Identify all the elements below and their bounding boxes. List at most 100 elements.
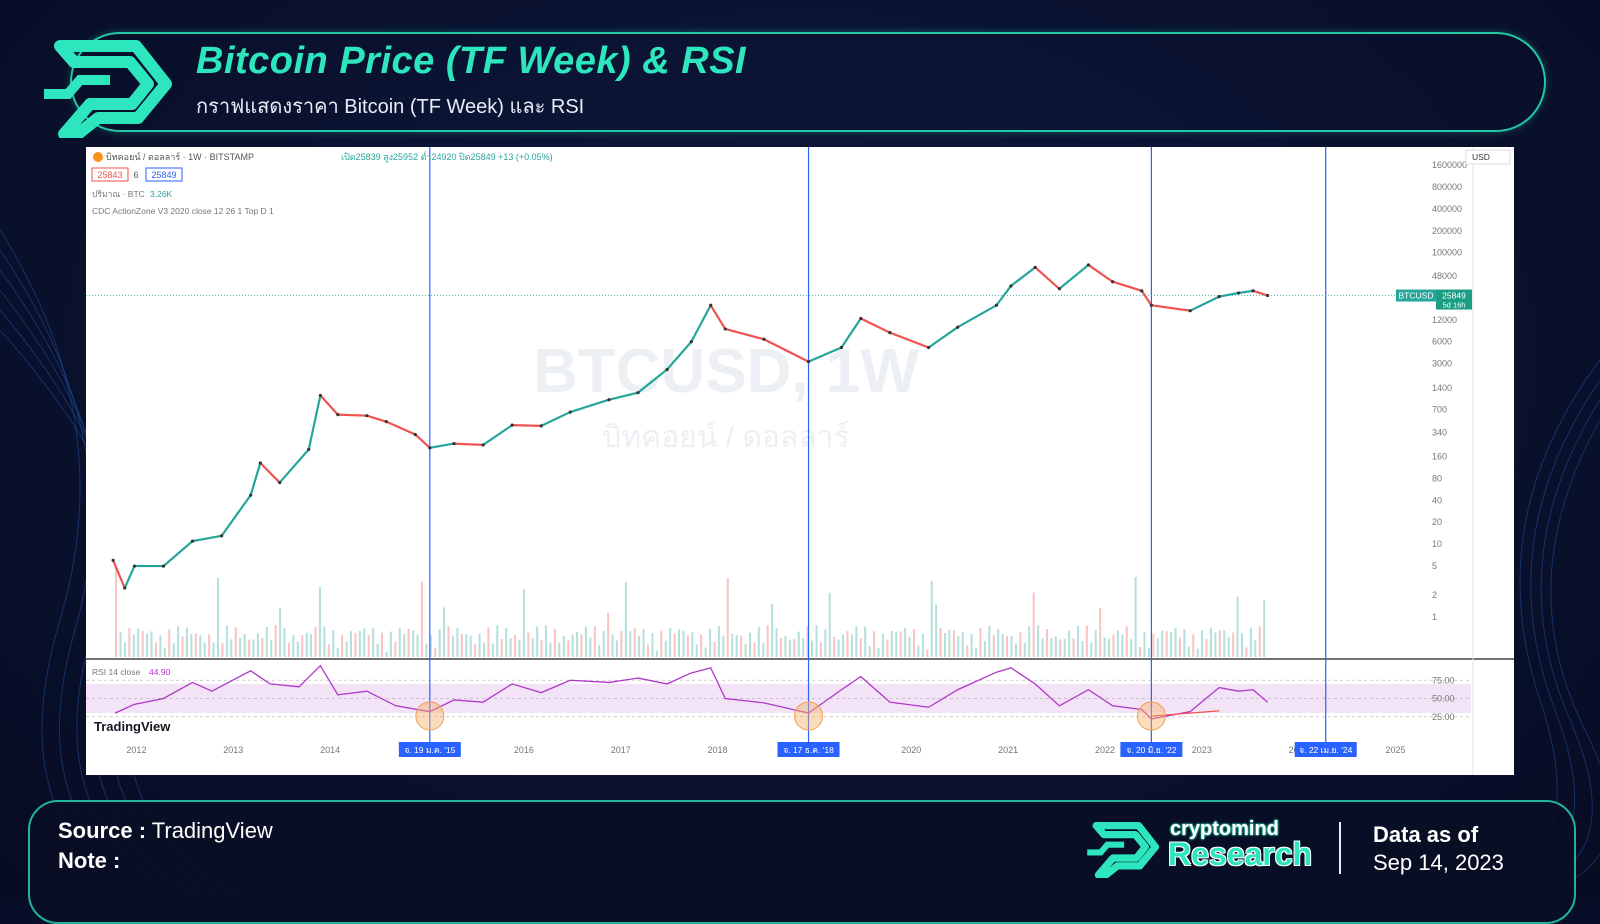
last-value-label: 25849	[1442, 291, 1466, 301]
volume-bar	[1241, 633, 1244, 657]
volume-bar	[469, 635, 472, 657]
volume-bar	[451, 636, 454, 657]
volume-bar	[349, 631, 352, 657]
volume-bar	[584, 626, 587, 657]
volume-bar	[336, 647, 339, 657]
volume-bar	[332, 630, 335, 657]
price-point	[1236, 291, 1241, 295]
price-point	[723, 327, 727, 331]
y-tick-label: 80	[1432, 473, 1442, 483]
volume-bar	[456, 627, 459, 657]
price-point	[994, 303, 999, 307]
volume-bar	[1050, 638, 1053, 657]
volume-bar	[1019, 632, 1022, 657]
volume-bar	[123, 642, 126, 657]
volume-bar	[1174, 627, 1177, 657]
volume-bar	[318, 587, 321, 657]
volume-bar	[837, 639, 840, 657]
page-subtitle: กราฟแสดงราคา Bitcoin (TF Week) และ RSI	[196, 96, 585, 118]
price-point	[123, 586, 127, 590]
price-segment	[249, 461, 262, 497]
note-label: Note :	[58, 848, 121, 873]
volume-bar	[482, 642, 485, 657]
volume-bar	[283, 628, 286, 657]
volume-bar	[159, 635, 162, 657]
last-symbol-label: BTCUSD	[1399, 291, 1434, 301]
volume-bar	[407, 628, 410, 657]
volume-bar	[500, 638, 503, 657]
volume-bar	[447, 626, 450, 657]
volume-bar	[926, 649, 929, 657]
volume-bar	[394, 641, 397, 657]
x-tick-label: 2018	[708, 745, 728, 755]
volume-bar	[992, 635, 995, 657]
volume-bar	[1170, 631, 1173, 657]
volume-bar	[997, 628, 1000, 657]
volume-bar	[669, 628, 672, 657]
rsi-value: 44.90	[149, 667, 171, 677]
volume-bar	[434, 647, 437, 657]
spread-value: 6	[133, 170, 138, 180]
source-label: Source :	[58, 818, 147, 843]
volume-bar	[1094, 630, 1097, 657]
volume-bar	[607, 612, 610, 657]
volume-bar	[1245, 647, 1248, 657]
volume-bar	[438, 629, 441, 657]
volume-bar	[465, 634, 468, 657]
volume-bar	[363, 628, 366, 657]
volume-bar	[748, 632, 751, 657]
volume-bar	[221, 643, 224, 657]
volume-bar	[983, 640, 986, 657]
price-segment	[481, 424, 514, 447]
price-point	[510, 423, 514, 427]
y-tick-label: 100000	[1432, 248, 1462, 258]
price-point	[927, 345, 931, 350]
volume-bar	[292, 635, 295, 657]
volume-bar	[1147, 648, 1150, 657]
volume-bar	[1037, 625, 1040, 657]
price-point	[336, 412, 340, 417]
volume-bar	[522, 589, 525, 657]
price-point	[258, 461, 262, 465]
price-point	[161, 564, 166, 568]
volume-bar	[491, 643, 494, 657]
volume-bar	[828, 592, 831, 657]
price-point	[384, 420, 388, 424]
price-point	[568, 410, 572, 414]
rsi-level-label: 50.00	[1432, 694, 1455, 704]
volume-bar	[598, 645, 601, 657]
price-point	[1057, 287, 1061, 291]
volume-bar	[589, 637, 592, 657]
ask-box	[145, 167, 183, 182]
volume-bar	[576, 631, 579, 657]
asof-date: Sep 14, 2023	[1373, 850, 1504, 875]
volume-bar	[602, 630, 605, 657]
volume-bar	[961, 632, 964, 657]
volume-bar	[1249, 627, 1252, 657]
volume-bar	[1183, 629, 1186, 657]
y-tick-label: 1	[1432, 612, 1437, 622]
y-tick-label: 12000	[1432, 315, 1457, 325]
volume-bar	[647, 644, 650, 657]
y-tick-label: 1600000	[1432, 160, 1467, 170]
price-point	[806, 360, 811, 364]
volume-bar	[341, 634, 344, 657]
volume-bar	[1134, 576, 1137, 657]
volume-bar	[381, 632, 384, 657]
x-tick-label: 2013	[223, 745, 243, 755]
volume-bar	[478, 633, 481, 657]
price-segment	[123, 564, 136, 590]
volume-bar	[904, 627, 907, 657]
price-segment	[428, 442, 456, 449]
asof-label: Data as of	[1373, 822, 1479, 847]
volume-bar	[1139, 646, 1142, 657]
price-segment	[112, 559, 126, 590]
volume-bar	[1023, 642, 1026, 657]
price-point	[278, 480, 282, 485]
volume-bar	[549, 642, 552, 657]
currency-label: USD	[1472, 152, 1490, 162]
marker-date-box	[398, 742, 461, 757]
marker-date-box	[1294, 742, 1357, 757]
volume-bar	[806, 626, 809, 657]
price-point	[1149, 303, 1153, 307]
